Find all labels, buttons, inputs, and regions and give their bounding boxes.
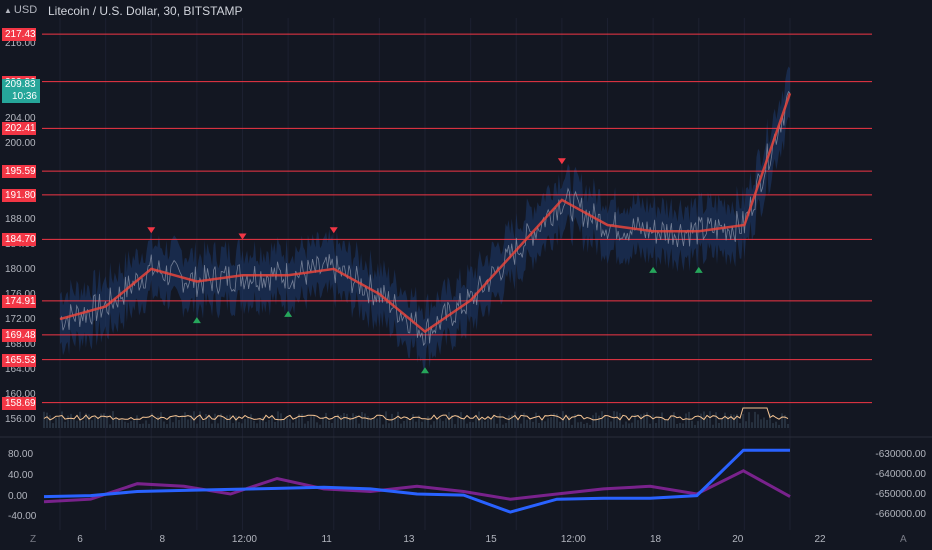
price-tick-label: 204.00 [5,113,36,125]
oscillator-left-tick: 0.00 [8,490,28,502]
zoom-toggle[interactable]: Z [30,534,37,545]
oscillator-right-tick: -640000.00 [875,469,926,480]
time-tick-label: 13 [403,534,415,545]
level-price-label: 165.53 [2,353,36,367]
band-area [60,66,790,371]
price-tick-label: 176.00 [2,288,40,301]
price-tick-label: 164.00 [5,364,36,376]
price-tick-label: 188.00 [5,213,36,225]
sell-marker [147,227,156,234]
sell-marker [329,227,338,234]
time-tick-label: 6 [77,534,83,545]
price-tick-label: 168.00 [5,339,36,351]
buy-marker [192,317,201,324]
price-tick-label: 156.00 [5,414,36,426]
buy-marker [284,310,293,317]
buy-marker [649,266,658,273]
time-tick-label: 15 [485,534,497,545]
level-price-label: 217.43 [2,28,36,42]
price-tick-label: 200.00 [5,138,36,150]
buy-marker [694,266,703,273]
time-tick-label: 8 [159,534,165,545]
level-price-label: 158.69 [2,396,36,410]
level-price-label: 195.59 [2,165,36,179]
oscillator-right-tick: -650000.00 [875,489,926,500]
oscillator-pane [43,448,791,514]
bar-countdown: 10:36 [11,90,37,102]
time-tick-label: 12:00 [560,534,586,545]
auto-scale-toggle[interactable]: A [900,534,907,545]
volume-pane [43,407,789,428]
chevron-up-icon: ▲ [4,5,12,15]
oscillator-purple-line [43,469,791,504]
current-price-value: 209.83 [5,78,36,90]
oscillator-blue-line [43,448,790,514]
time-tick-label: 12:00 [231,534,257,545]
volume-ma-line [43,407,789,421]
symbol-title: Litecoin / U.S. Dollar, 30, BITSTAMP [48,4,243,18]
price-tick-label: 172.00 [5,314,36,326]
level-price-label: 169.48 [2,328,36,342]
price-tick-label: 160.00 [5,389,36,401]
oscillator-right-tick: -660000.00 [875,509,926,520]
time-tick-label: 22 [814,534,826,545]
signal-markers [147,158,703,374]
oscillator-left-tick: 80.00 [8,449,34,461]
time-tick-label: 11 [321,534,332,545]
chart-grid [0,18,932,530]
buy-marker [421,367,429,374]
level-price-label: 202.41 [2,122,36,136]
price-tick-label: 216.00 [5,38,36,50]
level-price-label: 191.80 [2,188,36,202]
level-price-label: 174.91 [2,294,36,308]
level-price-label: 184.70 [2,233,36,247]
bollinger-band [60,66,790,371]
currency-label: USD [13,4,38,16]
horizontal-levels [42,33,872,404]
oscillator-left-tick: 40.00 [8,469,34,481]
price-tick-label: 180.00 [5,263,36,275]
time-tick-label: 18 [649,534,662,545]
current-price-label: 209.83 10:36 [2,78,40,103]
sell-marker [238,233,247,240]
oscillator-left-tick: -40.00 [8,511,37,523]
sell-marker [557,158,566,165]
currency-toggle[interactable]: ▲ USD [4,4,37,16]
moving-average-line [59,92,792,334]
oscillator-right-tick: -630000.00 [875,449,926,460]
time-tick-label: 20 [732,534,744,545]
price-line [59,90,791,347]
price-series [59,90,792,347]
